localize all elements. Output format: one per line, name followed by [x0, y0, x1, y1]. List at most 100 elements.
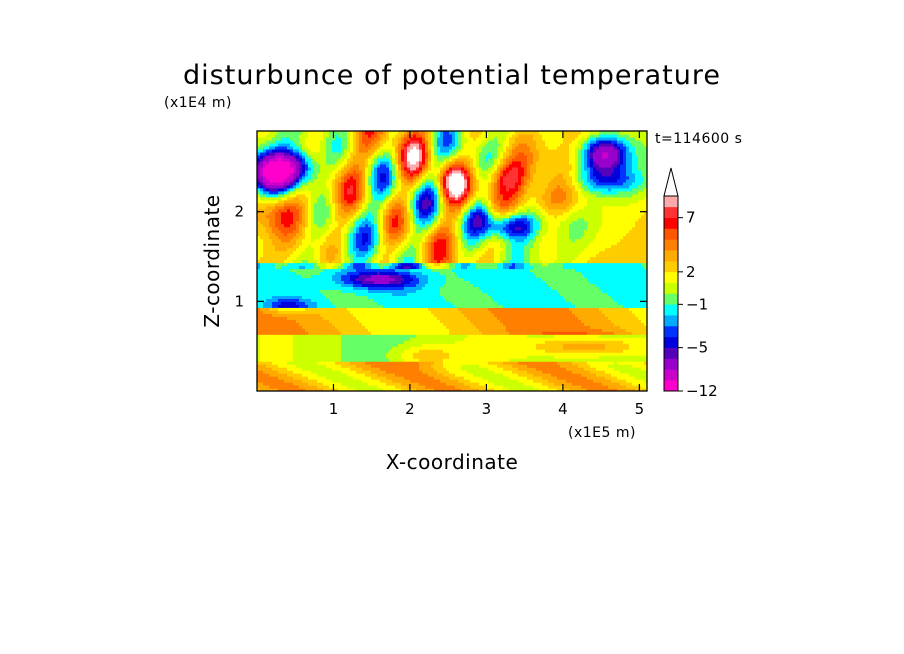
- field-cell: [281, 328, 285, 332]
- field-cell: [299, 301, 303, 305]
- field-cell: [290, 334, 294, 338]
- field-cell: [341, 370, 345, 374]
- field-cell: [617, 334, 621, 338]
- field-cell: [335, 289, 339, 293]
- field-cell: [500, 379, 504, 383]
- field-cell: [335, 325, 339, 329]
- field-cell: [293, 280, 297, 285]
- field-cell: [302, 358, 306, 362]
- field-cell: [305, 355, 309, 359]
- field-cell: [383, 358, 387, 362]
- field-cell: [503, 292, 507, 296]
- field-cell: [581, 382, 585, 386]
- field-cell: [542, 352, 546, 356]
- field-cell: [596, 334, 600, 338]
- field-cell: [404, 343, 408, 347]
- field-cell: [293, 334, 297, 338]
- field-cell: [437, 388, 441, 391]
- field-cell: [503, 298, 507, 302]
- field-cell: [602, 322, 606, 326]
- field-cell: [515, 340, 519, 344]
- field-cell: [413, 367, 417, 371]
- field-cell: [500, 316, 504, 320]
- field-cell: [488, 340, 492, 344]
- field-cell: [350, 385, 354, 389]
- field-cell: [554, 319, 558, 323]
- field-cell: [518, 316, 522, 320]
- field-cell: [434, 355, 438, 359]
- field-cell: [548, 343, 552, 347]
- field-cell: [329, 289, 333, 293]
- field-cell: [413, 298, 417, 302]
- field-cell: [293, 328, 297, 332]
- field-cell: [365, 373, 369, 377]
- field-cell: [476, 310, 480, 314]
- field-cell: [443, 355, 447, 359]
- field-cell: [392, 307, 396, 311]
- field-cell: [635, 388, 639, 391]
- field-cell: [326, 364, 330, 368]
- field-cell: [530, 379, 534, 383]
- field-cell: [362, 289, 366, 293]
- field-cell: [572, 301, 576, 305]
- field-cell: [443, 319, 447, 323]
- field-cell: [305, 322, 309, 326]
- field-cell: [572, 307, 576, 311]
- field-cell: [308, 301, 312, 305]
- field-cell: [290, 298, 294, 302]
- field-cell: [446, 298, 450, 302]
- field-cell: [524, 304, 528, 308]
- field-cell: [386, 334, 390, 338]
- field-cell: [491, 349, 495, 353]
- field-cell: [623, 322, 627, 326]
- field-cell: [371, 307, 375, 311]
- field-cell: [563, 319, 567, 323]
- field-cell: [416, 322, 420, 326]
- field-cell: [431, 304, 435, 308]
- field-cell: [587, 307, 591, 311]
- field-cell: [260, 301, 264, 305]
- field-cell: [584, 337, 588, 341]
- field-cell: [509, 343, 513, 347]
- field-cell: [284, 358, 288, 362]
- field-cell: [269, 349, 273, 353]
- field-cell: [281, 343, 285, 347]
- field-cell: [488, 370, 492, 374]
- field-cell: [614, 343, 618, 347]
- field-cell: [374, 337, 378, 341]
- field-cell: [311, 373, 315, 377]
- field-cell: [530, 307, 534, 311]
- field-cell: [617, 289, 621, 293]
- field-cell: [284, 349, 288, 353]
- field-cell: [527, 292, 531, 296]
- field-cell: [437, 385, 441, 389]
- field-cell: [443, 358, 447, 362]
- field-cell: [467, 382, 471, 386]
- field-cell: [290, 382, 294, 386]
- field-cell: [320, 292, 324, 296]
- field-cell: [485, 382, 489, 386]
- field-cell: [620, 298, 624, 302]
- field-cell: [458, 322, 462, 326]
- field-cell: [605, 292, 609, 296]
- field-cell: [362, 382, 366, 386]
- field-cell: [287, 316, 291, 320]
- field-cell: [476, 352, 480, 356]
- field-cell: [467, 307, 471, 311]
- field-cell: [623, 385, 627, 389]
- field-cell: [281, 373, 285, 377]
- field-cell: [620, 304, 624, 308]
- field-cell: [428, 310, 432, 314]
- field-cell: [644, 379, 647, 383]
- field-cell: [257, 343, 261, 347]
- field-cell: [527, 388, 531, 391]
- field-cell: [257, 310, 261, 314]
- field-cell: [503, 367, 507, 371]
- field-cell: [593, 382, 597, 386]
- field-cell: [545, 382, 549, 386]
- field-cell: [260, 376, 264, 380]
- field-cell: [443, 376, 447, 380]
- field-cell: [395, 316, 399, 320]
- field-cell: [446, 286, 450, 290]
- field-cell: [266, 367, 270, 371]
